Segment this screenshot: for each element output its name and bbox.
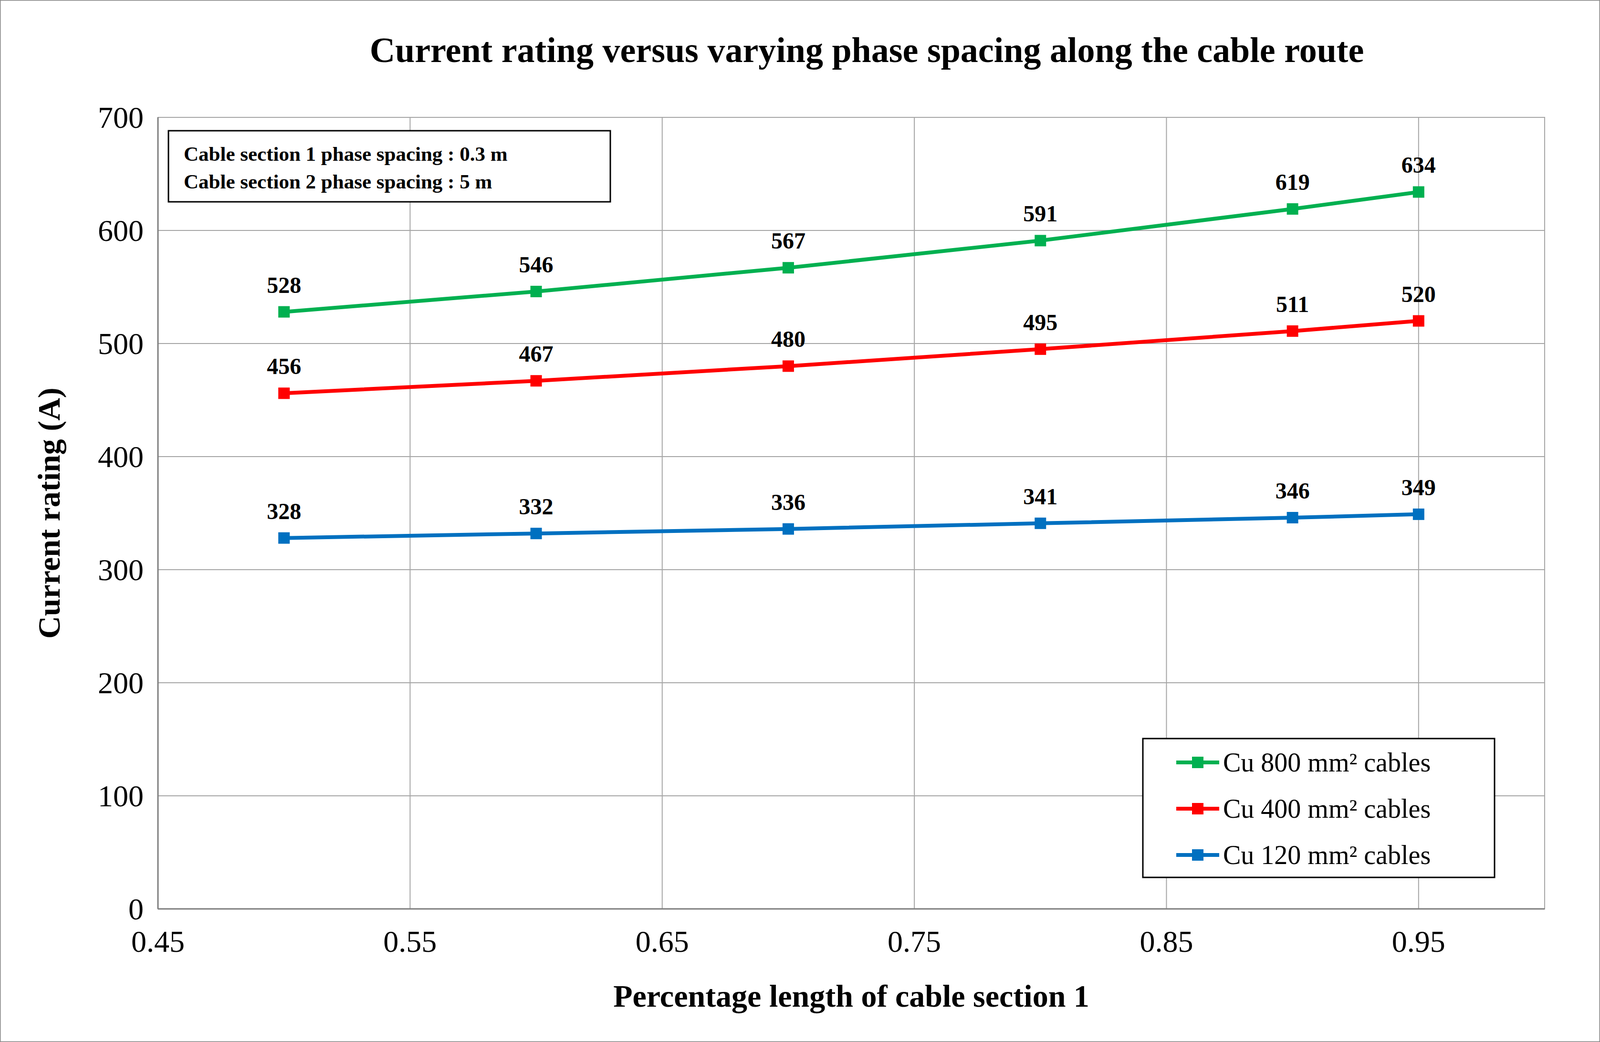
data-label: 546 (519, 251, 554, 278)
series-marker (782, 261, 795, 274)
series-line (283, 191, 1419, 312)
chart-title: Current rating versus varying phase spac… (369, 30, 1365, 70)
annotation: Cable section 2 phase spacing : 5 m (183, 170, 492, 193)
x-tick-label: 0.55 (383, 924, 437, 959)
data-label: 634 (1401, 152, 1436, 178)
x-grid-line (661, 117, 663, 910)
data-label: 341 (1023, 483, 1058, 510)
x-tick-label: 0.85 (1139, 924, 1193, 959)
x-tick-label: 0.45 (131, 924, 185, 959)
plot-frame (157, 117, 1545, 910)
data-label: 346 (1275, 478, 1310, 504)
data-label: 520 (1401, 281, 1436, 307)
data-label: 567 (771, 228, 806, 254)
y-grid-line (157, 456, 1545, 458)
y-grid-line (157, 682, 1545, 684)
y-axis-line (157, 117, 159, 910)
annotation-box (168, 130, 611, 202)
data-label: 349 (1401, 474, 1436, 501)
y-tick-label: 500 (97, 326, 144, 361)
y-tick-label: 200 (97, 666, 144, 701)
y-tick-label: 600 (97, 213, 144, 248)
series-marker (782, 360, 795, 372)
y-tick-label: 0 (128, 892, 144, 927)
y-grid-line (157, 569, 1545, 571)
series-marker (1034, 234, 1046, 247)
series-marker (1286, 203, 1299, 215)
series-marker (530, 527, 543, 540)
x-grid-line (157, 117, 159, 910)
series-marker (1034, 517, 1046, 530)
x-tick-label: 0.95 (1391, 924, 1446, 959)
series-marker (530, 285, 543, 298)
series-marker (278, 306, 290, 318)
legend-marker (1192, 803, 1204, 815)
data-labels: 528 546 567 591 619 634 456 467 480 495 511 520 328 3… (266, 152, 1436, 524)
series-marker (278, 387, 290, 399)
x-tick-label: 0.65 (635, 924, 690, 959)
annotation: Cable section 1 phase spacing : 0.3 m (183, 142, 508, 166)
data-group (278, 186, 1425, 544)
legend-label: Cu 400 mm² cables (1223, 794, 1431, 824)
series-marker (1034, 343, 1046, 356)
series-marker (530, 375, 543, 387)
y-grid-line (157, 230, 1545, 231)
y-grid-line (157, 908, 1545, 910)
series-line (283, 514, 1419, 539)
series-marker (1286, 512, 1299, 524)
data-label: 456 (266, 353, 302, 379)
legend: Cu 800 mm² cables Cu 400 mm² cables Cu 120… (1142, 738, 1495, 878)
x-grid-line (913, 117, 915, 910)
data-label: 336 (771, 489, 806, 515)
x-grid-line (409, 117, 411, 910)
data-label: 480 (771, 326, 806, 352)
legend-box (1142, 738, 1495, 878)
data-label: 511 (1275, 291, 1309, 317)
series-marker (1412, 315, 1425, 327)
legend-marker (1192, 756, 1204, 769)
data-label: 467 (519, 341, 554, 367)
series-line (283, 321, 1419, 394)
y-axis-title: Current rating (A) (31, 387, 67, 639)
series-marker (1412, 186, 1425, 198)
series-marker (1412, 508, 1425, 521)
series-marker (782, 523, 795, 535)
background (0, 0, 1600, 1042)
series-marker (278, 532, 290, 544)
data-label: 328 (266, 498, 302, 524)
x-axis-title: Percentage length of cable section 1 (613, 978, 1090, 1014)
x-tick-label: 0.75 (887, 924, 942, 959)
y-tick-label: 700 (97, 100, 144, 135)
legend-marker (1192, 849, 1204, 861)
y-tick-label: 100 (97, 779, 144, 814)
series-marker (1286, 325, 1299, 337)
data-label: 591 (1023, 200, 1058, 227)
y-tick-label: 400 (97, 439, 144, 474)
y-grid-line (157, 343, 1545, 345)
y-tick-label: 300 (97, 553, 144, 587)
legend-label: Cu 800 mm² cables (1223, 747, 1431, 778)
x-axis-line (157, 908, 1545, 910)
data-label: 495 (1023, 309, 1058, 335)
legend-label: Cu 120 mm² cables (1223, 840, 1431, 870)
data-label: 619 (1275, 169, 1310, 195)
data-label: 528 (266, 272, 302, 298)
chart: 0 100 200 300 400 500 600 700 0.45 0.55 0.65 0.75 0.… (0, 0, 1600, 1042)
data-label: 332 (519, 493, 554, 520)
